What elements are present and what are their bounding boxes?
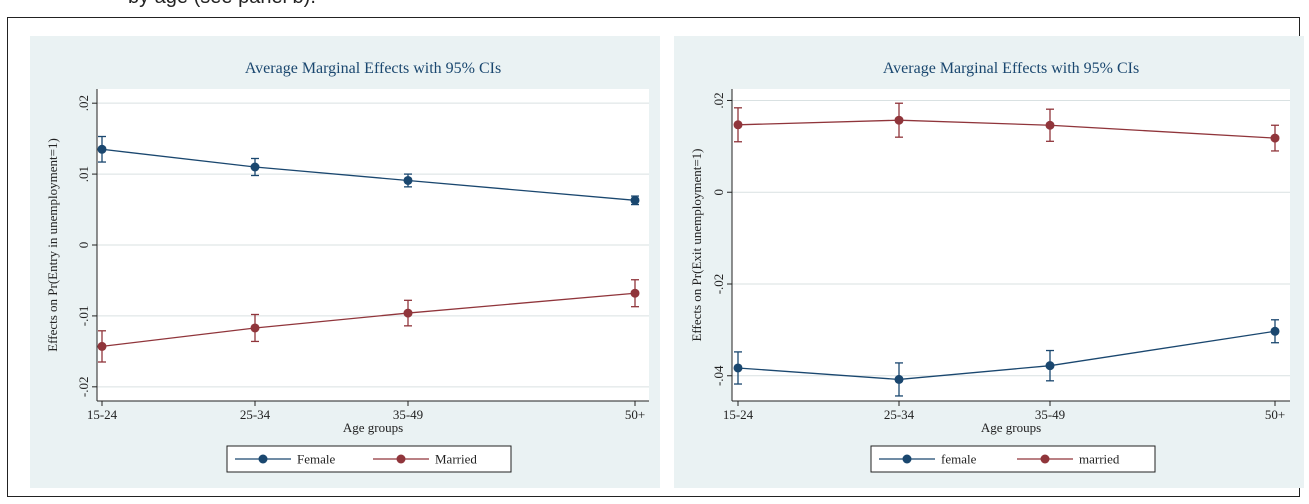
x-axis-label: Age groups: [343, 420, 403, 435]
data-point: [250, 162, 260, 172]
y-tick-label: -.02: [76, 377, 91, 398]
legend-label: married: [1079, 452, 1120, 467]
x-tick-label: 25-34: [884, 407, 915, 422]
y-tick-label: -.02: [711, 274, 726, 295]
data-point: [894, 374, 904, 384]
x-tick-label: 50+: [1265, 407, 1285, 422]
plot-area: [732, 89, 1290, 401]
series-line-married: [737, 119, 1276, 139]
chart-title: Average Marginal Effects with 95% CIs: [883, 60, 1139, 77]
x-tick-label: 15-24: [723, 407, 754, 422]
y-axis-label: Effects on Pr(Exit unemployment=1): [689, 148, 704, 341]
legend-label: Female: [297, 452, 335, 467]
data-point: [97, 341, 107, 351]
series-line-female: [101, 148, 636, 201]
chart-svg: Average Marginal Effects with 95% CIs -.0…: [45, 60, 649, 473]
chart-panel-exit: Average Marginal Effects with 95% CIs -.0…: [674, 36, 1304, 488]
x-tick-label: 35-49: [1035, 407, 1065, 422]
y-tick-label: 0: [711, 189, 726, 196]
data-point: [250, 323, 260, 333]
data-point: [894, 115, 904, 125]
data-point: [630, 288, 640, 298]
data-point: [403, 175, 413, 185]
x-tick-label: 50+: [625, 407, 645, 422]
data-point: [1045, 120, 1055, 130]
legend-marker: [396, 454, 406, 464]
data-point: [97, 144, 107, 154]
x-tick-label: 15-24: [87, 407, 118, 422]
x-tick-label: 25-34: [240, 407, 271, 422]
y-tick-label: -.01: [76, 306, 91, 327]
data-point: [733, 120, 743, 130]
legend-marker: [1040, 454, 1050, 464]
data-point: [733, 363, 743, 373]
series-line-married: [101, 292, 636, 348]
data-point: [1045, 361, 1055, 371]
x-tick-label: 35-49: [393, 407, 423, 422]
y-tick-label: 0: [76, 242, 91, 249]
chart-title: Average Marginal Effects with 95% CIs: [245, 60, 501, 77]
data-point: [1270, 326, 1280, 336]
series-line-female: [737, 330, 1276, 381]
page-caption: by age (see panel b).: [128, 0, 316, 9]
legend-marker: [258, 454, 268, 464]
legend-label: female: [941, 452, 977, 467]
y-tick-label: .02: [711, 92, 726, 108]
data-point: [630, 195, 640, 205]
y-tick-label: .01: [76, 166, 91, 182]
y-tick-label: -.04: [711, 365, 726, 386]
legend-marker: [902, 454, 912, 464]
y-tick-label: .02: [76, 95, 91, 111]
chart-panel-entry: Average Marginal Effects with 95% CIs -.0…: [30, 36, 660, 488]
y-axis-label: Effects on Pr(Entry in unemployment=1): [45, 138, 60, 352]
legend-label: Married: [435, 452, 477, 467]
chart-svg: Average Marginal Effects with 95% CIs -.0…: [689, 60, 1290, 473]
x-axis-label: Age groups: [981, 420, 1041, 435]
data-point: [403, 308, 413, 318]
data-point: [1270, 133, 1280, 143]
